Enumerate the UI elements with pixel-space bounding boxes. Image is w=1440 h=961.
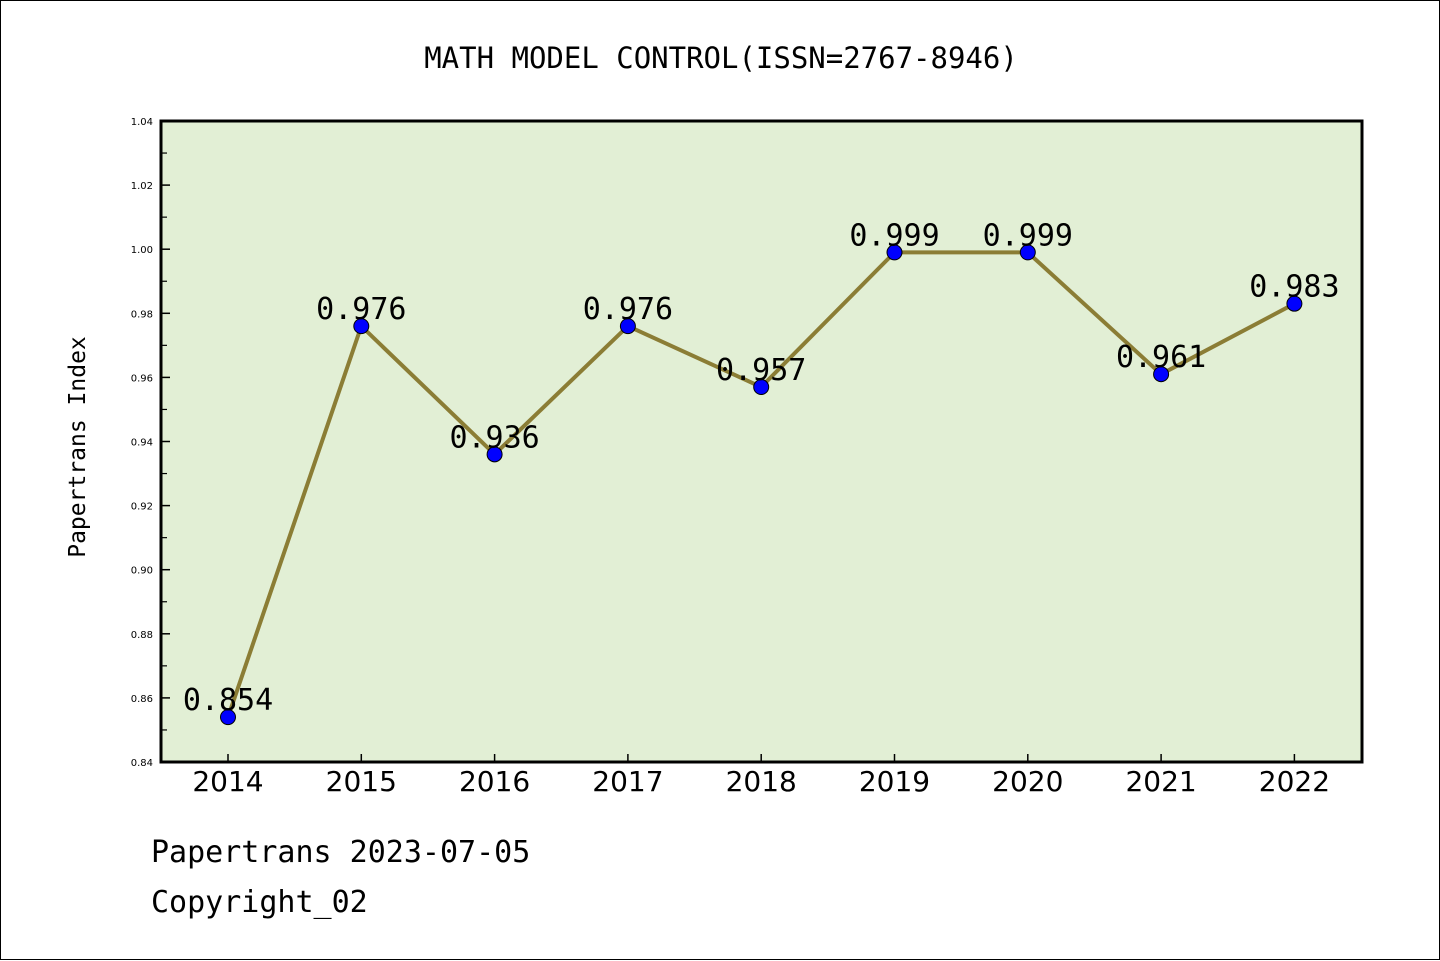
y-tick-label: 0.96 [131, 373, 153, 384]
data-point [220, 709, 236, 726]
data-label: 0.961 [1116, 340, 1206, 375]
data-point [619, 318, 636, 335]
data-point [1153, 366, 1170, 383]
y-tick-label: 0.86 [131, 694, 153, 705]
y-tick-label: 1.00 [131, 245, 153, 256]
x-tick-label: 2018 [726, 765, 797, 798]
data-label: 0.983 [1249, 270, 1339, 305]
plot-area [159, 119, 1364, 764]
data-label: 0.957 [716, 353, 806, 388]
footer-copyright: Copyright_02 [151, 885, 368, 920]
data-label: 0.976 [316, 292, 406, 327]
data-point [353, 318, 370, 335]
x-axis: 2014 2015 2016 2017 2018 2019 2020 2021 2022 [192, 754, 1330, 798]
x-tick-label: 2014 [192, 765, 263, 798]
data-point [1019, 244, 1036, 261]
data-label: 0.854 [183, 683, 273, 718]
y-tick-label: 0.94 [131, 438, 153, 449]
y-tick-label: 1.02 [131, 181, 153, 192]
x-tick-label: 2015 [326, 765, 397, 798]
y-tick-label: 0.98 [131, 309, 153, 320]
data-label: 0.976 [583, 292, 673, 327]
data-label: 0.999 [983, 218, 1073, 253]
footer-date: Papertrans 2023-07-05 [151, 835, 531, 870]
x-tick-label: 2020 [992, 765, 1063, 798]
y-tick-label: 0.84 [131, 758, 153, 769]
data-point [1286, 295, 1303, 312]
y-tick-label: 0.92 [131, 502, 153, 513]
x-tick-label: 2017 [592, 765, 663, 798]
y-axis: 0.84 0.86 0.88 0.90 0.92 0.94 0.96 0.98 1.00 1.02… [131, 117, 170, 769]
chart-title: MATH MODEL CONTROL(ISSN=2767-8946) [424, 41, 1018, 75]
data-point [753, 379, 770, 396]
y-axis-label: Papertrans Index [65, 336, 91, 558]
x-tick-label: 2019 [859, 765, 930, 798]
data-label: 0.999 [849, 218, 939, 253]
x-tick-label: 2016 [459, 765, 530, 798]
y-tick-label: 0.88 [131, 630, 153, 641]
data-point [886, 244, 903, 261]
y-tick-label: 1.04 [131, 117, 153, 128]
series-line-group: 0.854 0.976 0.936 0.976 0.957 0.999 0.999 0.961… [183, 218, 1340, 726]
x-tick-label: 2021 [1125, 765, 1196, 798]
y-tick-label: 0.90 [131, 566, 153, 577]
x-tick-label: 2022 [1259, 765, 1330, 798]
data-label: 0.936 [449, 420, 539, 455]
data-point [486, 446, 503, 463]
